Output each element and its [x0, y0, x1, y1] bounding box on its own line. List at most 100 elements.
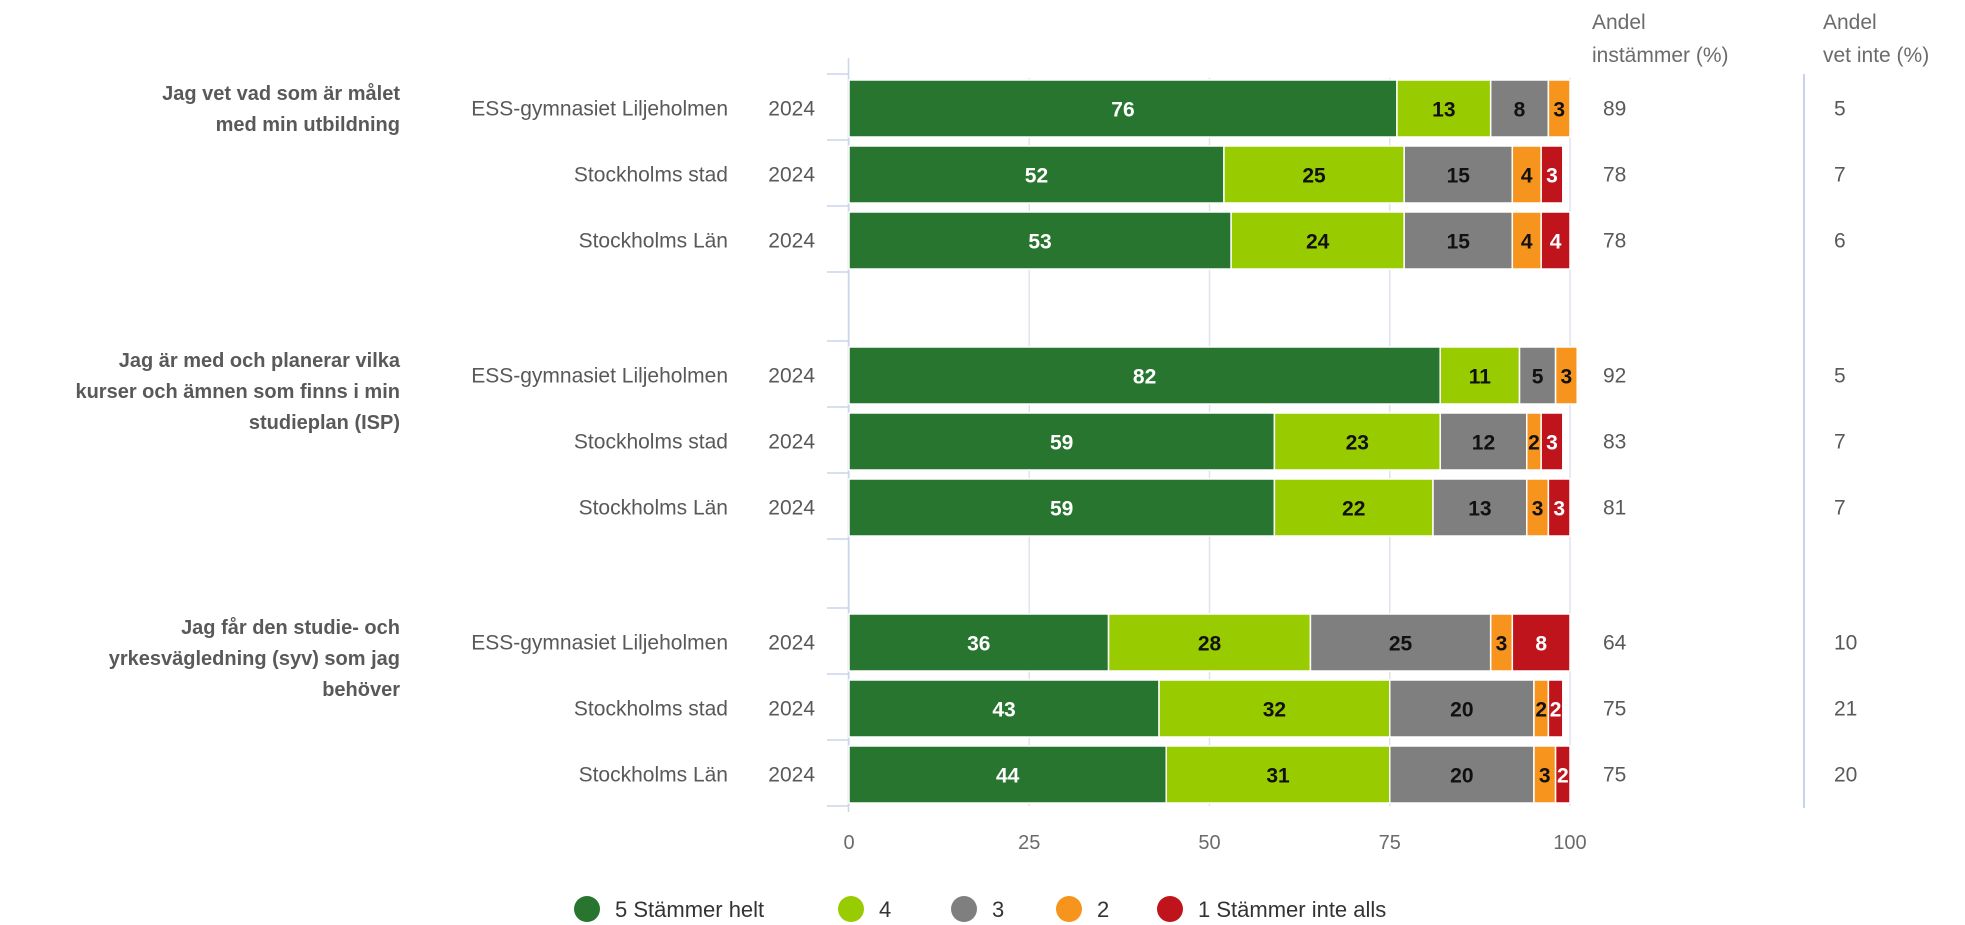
data-label: 52	[1025, 165, 1048, 188]
data-label: 53	[1028, 231, 1051, 254]
organisation-label: Stockholms Län	[579, 497, 728, 520]
data-label: 11	[1469, 366, 1492, 389]
legend-label: 4	[879, 897, 891, 922]
bar-segment	[1389, 679, 1535, 738]
bar-segment	[848, 211, 1232, 270]
data-label: 20	[1450, 699, 1473, 722]
data-label: 13	[1468, 498, 1491, 521]
agree-value: 64	[1603, 632, 1627, 655]
bar-segment	[1273, 412, 1441, 471]
question-label: kurser och ämnen som finns i min	[75, 381, 400, 403]
agree-value: 83	[1603, 431, 1626, 454]
dontknow-value: 21	[1834, 698, 1857, 721]
data-label: 3	[1561, 366, 1573, 389]
year-label: 2024	[768, 764, 815, 787]
data-label: 2	[1528, 432, 1540, 455]
bar-segment	[848, 745, 1167, 804]
bar-segment	[1540, 145, 1564, 204]
data-label: 4	[1521, 165, 1533, 188]
data-label: 15	[1447, 231, 1471, 254]
year-label: 2024	[768, 431, 815, 454]
dontknow-column-header: Andel	[1823, 11, 1877, 34]
bar-segment	[1547, 679, 1564, 738]
year-label: 2024	[768, 230, 815, 253]
data-label: 28	[1198, 633, 1222, 656]
data-label: 3	[1496, 633, 1508, 656]
question-label: yrkesvägledning (syv) som jag	[109, 648, 400, 670]
data-label: 2	[1535, 699, 1547, 722]
data-label: 44	[996, 765, 1020, 788]
question-label: behöver	[322, 679, 400, 701]
bar-segment	[1309, 613, 1492, 672]
dontknow-value: 20	[1834, 764, 1857, 787]
bar-segment	[848, 346, 1441, 405]
bar-segment	[1389, 745, 1535, 804]
bar-segment	[1439, 346, 1521, 405]
agree-value: 75	[1603, 764, 1626, 787]
data-label: 3	[1532, 498, 1544, 521]
legend-label: 1 Stämmer inte alls	[1198, 897, 1386, 922]
bar-segment	[1540, 211, 1571, 270]
data-label: 23	[1346, 432, 1369, 455]
row-labels: Jag vet vad som är målet med min utbildni…	[75, 82, 1857, 787]
bar-segment	[1107, 613, 1312, 672]
bar-segment	[1511, 613, 1571, 672]
agree-column-header: instämmer (%)	[1592, 44, 1729, 67]
bar-segment	[848, 478, 1276, 537]
data-label: 32	[1263, 699, 1286, 722]
organisation-label: ESS-gymnasiet Liljeholmen	[471, 98, 728, 121]
bar-segment	[1158, 679, 1391, 738]
bar-segment	[848, 145, 1225, 204]
year-label: 2024	[768, 497, 815, 520]
legend-marker	[1056, 896, 1082, 922]
question-label: studieplan (ISP)	[249, 412, 400, 434]
dontknow-value: 7	[1834, 497, 1846, 520]
data-label: 31	[1266, 765, 1290, 788]
data-label: 43	[992, 699, 1015, 722]
year-label: 2024	[768, 632, 815, 655]
data-label: 5	[1532, 366, 1544, 389]
year-label: 2024	[768, 164, 815, 187]
data-label: 2	[1557, 765, 1569, 788]
dontknow-column-header: vet inte (%)	[1823, 44, 1929, 67]
question-label: med min utbildning	[216, 114, 400, 136]
organisation-label: Stockholms stad	[574, 431, 728, 454]
agree-value: 75	[1603, 698, 1626, 721]
organisation-label: Stockholms Län	[579, 230, 728, 253]
question-label: Jag vet vad som är målet	[162, 82, 400, 105]
data-label: 15	[1447, 165, 1471, 188]
dontknow-value: 5	[1834, 98, 1846, 121]
bar-segment	[1223, 145, 1405, 204]
bar-segment	[1403, 145, 1514, 204]
bar-segment	[1489, 79, 1550, 138]
dontknow-value: 10	[1834, 632, 1857, 655]
question-label: Jag är med och planerar vilka	[119, 350, 401, 372]
data-label: 13	[1432, 99, 1455, 122]
agree-value: 92	[1603, 365, 1626, 388]
x-axis: 0 25 50 75 100	[843, 832, 1586, 854]
x-tick-label: 100	[1553, 832, 1586, 854]
agree-value: 78	[1603, 230, 1626, 253]
legend-label: 2	[1097, 897, 1109, 922]
column-headers: Andel instämmer (%) Andel vet inte (%)	[1592, 11, 1929, 67]
data-label: 2	[1550, 699, 1562, 722]
data-label: 8	[1514, 99, 1526, 122]
year-label: 2024	[768, 98, 815, 121]
legend: 5 Stämmer helt 4 3 2 1 Stämmer inte alls	[574, 896, 1386, 922]
bar-segment	[848, 412, 1276, 471]
bar-segment	[1230, 211, 1405, 270]
x-tick-label: 75	[1379, 832, 1401, 854]
agree-column-header: Andel	[1592, 11, 1646, 34]
bar-segment	[1273, 478, 1434, 537]
data-label: 25	[1389, 633, 1413, 656]
bar-segment	[1432, 478, 1528, 537]
data-label: 3	[1539, 765, 1551, 788]
data-label: 3	[1553, 99, 1565, 122]
data-label: 36	[967, 633, 990, 656]
data-label: 12	[1472, 432, 1495, 455]
bar-segment	[1518, 346, 1557, 405]
data-label: 20	[1450, 765, 1473, 788]
bar-segment	[1511, 211, 1542, 270]
bar-segment	[848, 79, 1398, 138]
bar-segment	[848, 679, 1160, 738]
